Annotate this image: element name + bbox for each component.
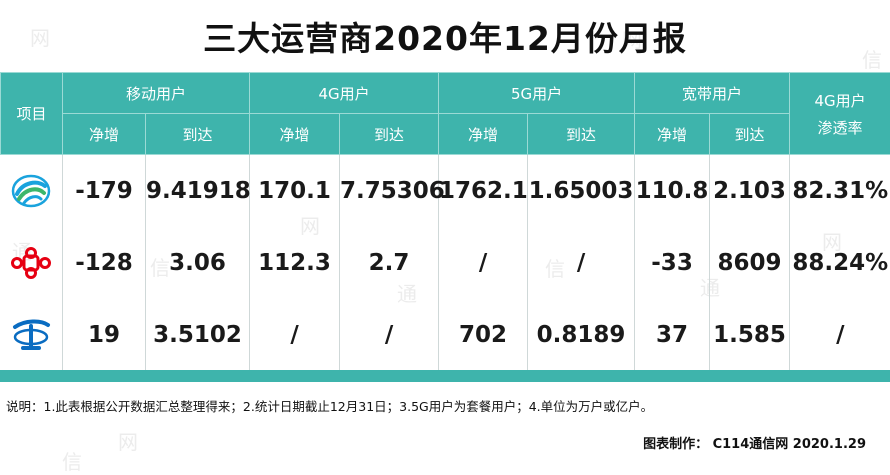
4g-penetration: /: [790, 299, 890, 371]
header-4g-penetration-line2: 渗透率: [790, 117, 890, 138]
subheader-net-add: 净增: [250, 114, 340, 155]
broadband-net-add: -33: [635, 227, 710, 299]
mobile-total: 3.06: [146, 227, 250, 299]
subheader-net-add: 净增: [63, 114, 146, 155]
5g-total: 1.65003: [528, 155, 635, 228]
table-row: -128 3.06 112.3 2.7 / / -33 8609 88.24%: [1, 227, 890, 299]
4g-total: /: [340, 299, 439, 371]
4g-penetration: 82.31%: [790, 155, 890, 228]
china-unicom-logo: [9, 246, 53, 280]
subheader-net-add: 净增: [439, 114, 528, 155]
subheader-total: 到达: [340, 114, 439, 155]
china-unicom-logo-cell: [1, 227, 63, 299]
header-4g-users: 4G用户: [250, 73, 439, 114]
subheader-total: 到达: [710, 114, 790, 155]
4g-net-add: 170.1: [250, 155, 340, 228]
footnote: 说明：1.此表根据公开数据汇总整理得来；2.统计日期截止12月31日；3.5G用…: [6, 396, 653, 415]
4g-net-add: 112.3: [250, 227, 340, 299]
china-mobile-logo-cell: [1, 155, 63, 228]
header-item: 项目: [1, 73, 63, 155]
broadband-total: 2.103: [710, 155, 790, 228]
5g-net-add: 702: [439, 299, 528, 371]
header-mobile-users: 移动用户: [63, 73, 250, 114]
table-bottom-bar: [0, 370, 890, 382]
mobile-total: 9.41918: [146, 155, 250, 228]
5g-total: 0.8189: [528, 299, 635, 371]
chart-credit: 图表制作： C114通信网 2020.1.29: [643, 433, 866, 452]
broadband-total: 8609: [710, 227, 790, 299]
mobile-net-add: 19: [63, 299, 146, 371]
4g-total: 2.7: [340, 227, 439, 299]
header-4g-penetration: 4G用户 渗透率: [790, 73, 890, 155]
subheader-net-add: 净增: [635, 114, 710, 155]
table-row: 19 3.5102 / / 702 0.8189 37 1.585 /: [1, 299, 890, 371]
header-broadband-users: 宽带用户: [635, 73, 790, 114]
operators-table: 项目 移动用户 4G用户 5G用户 宽带用户 4G用户 渗透率 净增 到达 净增…: [0, 72, 890, 371]
subheader-total: 到达: [528, 114, 635, 155]
mobile-total: 3.5102: [146, 299, 250, 371]
broadband-total: 1.585: [710, 299, 790, 371]
4g-net-add: /: [250, 299, 340, 371]
4g-penetration: 88.24%: [790, 227, 890, 299]
header-5g-users: 5G用户: [439, 73, 635, 114]
broadband-net-add: 37: [635, 299, 710, 371]
5g-net-add: 1762.1: [439, 155, 528, 228]
mobile-net-add: -128: [63, 227, 146, 299]
china-mobile-logo: [11, 174, 51, 208]
5g-total: /: [528, 227, 635, 299]
table-row: -179 9.41918 170.1 7.75306 1762.1 1.6500…: [1, 155, 890, 228]
page-title: 三大运营商2020年12月份月报: [0, 0, 890, 72]
subheader-total: 到达: [146, 114, 250, 155]
watermark-text: 信: [62, 446, 82, 475]
china-telecom-logo: [11, 318, 51, 352]
4g-total: 7.75306: [340, 155, 439, 228]
mobile-net-add: -179: [63, 155, 146, 228]
watermark-text: 网: [118, 426, 138, 455]
broadband-net-add: 110.8: [635, 155, 710, 228]
china-telecom-logo-cell: [1, 299, 63, 371]
header-4g-penetration-line1: 4G用户: [790, 90, 890, 111]
5g-net-add: /: [439, 227, 528, 299]
